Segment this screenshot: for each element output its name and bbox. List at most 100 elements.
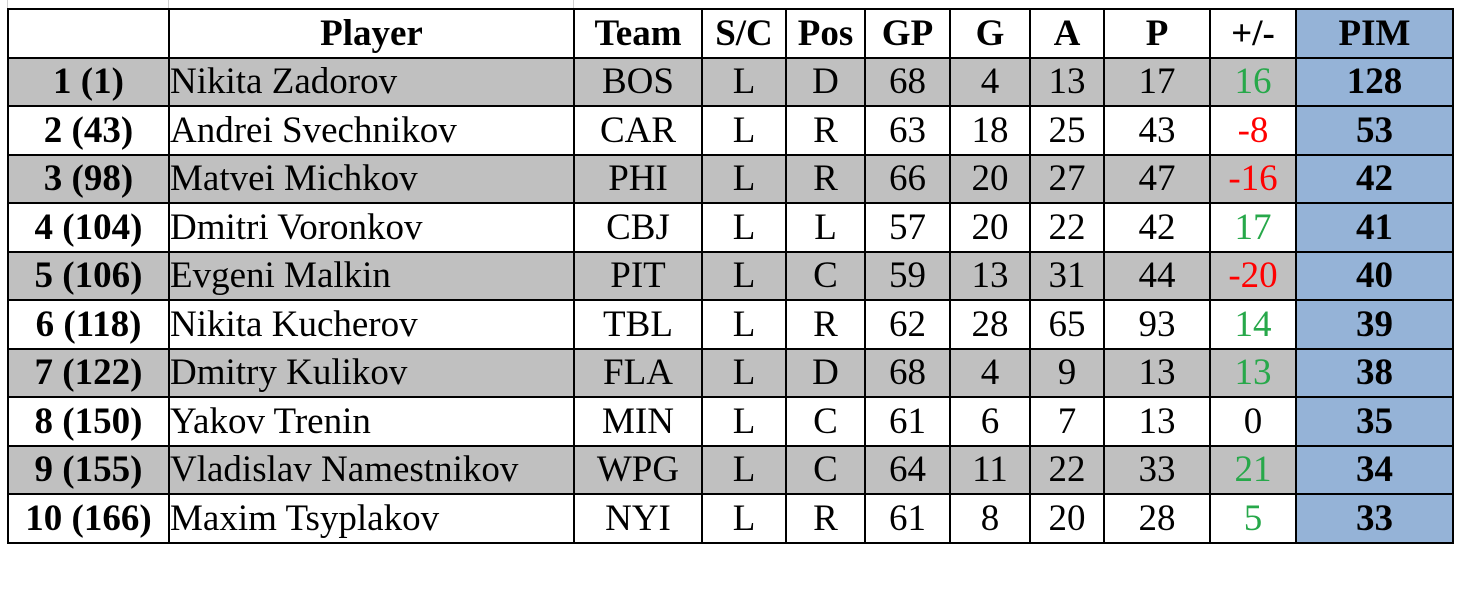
shoots-cell[interactable]: L xyxy=(701,493,787,544)
assists-cell[interactable]: 22 xyxy=(1029,444,1105,495)
goals-cell[interactable]: 20 xyxy=(949,153,1031,204)
header-position[interactable]: Pos xyxy=(785,8,866,59)
shoots-cell[interactable]: L xyxy=(701,347,787,398)
position-cell[interactable]: R xyxy=(785,153,866,204)
plus-minus-cell[interactable]: -8 xyxy=(1209,105,1297,156)
assists-cell[interactable]: 27 xyxy=(1029,153,1105,204)
shoots-cell[interactable]: L xyxy=(701,299,787,350)
goals-cell[interactable]: 18 xyxy=(949,105,1031,156)
plus-minus-cell[interactable]: 21 xyxy=(1209,444,1297,495)
points-cell[interactable]: 13 xyxy=(1103,396,1211,447)
shoots-cell[interactable]: L xyxy=(701,444,787,495)
penalty-minutes-cell[interactable]: 38 xyxy=(1295,347,1454,398)
player-name-cell[interactable]: Vladislav Namestnikov xyxy=(168,444,575,495)
rank-cell[interactable]: 2 (43) xyxy=(7,105,170,156)
shoots-cell[interactable]: L xyxy=(701,153,787,204)
goals-cell[interactable]: 4 xyxy=(949,56,1031,107)
games-played-cell[interactable]: 68 xyxy=(864,347,951,398)
position-cell[interactable]: C xyxy=(785,250,866,301)
assists-cell[interactable]: 25 xyxy=(1029,105,1105,156)
goals-cell[interactable]: 13 xyxy=(949,250,1031,301)
header-rank[interactable] xyxy=(7,8,170,59)
player-name-cell[interactable]: Evgeni Malkin xyxy=(168,250,575,301)
penalty-minutes-cell[interactable]: 42 xyxy=(1295,153,1454,204)
shoots-cell[interactable]: L xyxy=(701,396,787,447)
games-played-cell[interactable]: 68 xyxy=(864,56,951,107)
position-cell[interactable]: D xyxy=(785,56,866,107)
penalty-minutes-cell[interactable]: 34 xyxy=(1295,444,1454,495)
points-cell[interactable]: 47 xyxy=(1103,153,1211,204)
header-team[interactable]: Team xyxy=(573,8,703,59)
games-played-cell[interactable]: 62 xyxy=(864,299,951,350)
header-games-played[interactable]: GP xyxy=(864,8,951,59)
games-played-cell[interactable]: 61 xyxy=(864,493,951,544)
position-cell[interactable]: R xyxy=(785,105,866,156)
points-cell[interactable]: 33 xyxy=(1103,444,1211,495)
rank-cell[interactable]: 9 (155) xyxy=(7,444,170,495)
rank-cell[interactable]: 4 (104) xyxy=(7,202,170,253)
penalty-minutes-cell[interactable]: 39 xyxy=(1295,299,1454,350)
shoots-cell[interactable]: L xyxy=(701,250,787,301)
player-name-cell[interactable]: Maxim Tsyplakov xyxy=(168,493,575,544)
rank-cell[interactable]: 3 (98) xyxy=(7,153,170,204)
header-goals[interactable]: G xyxy=(949,8,1031,59)
assists-cell[interactable]: 20 xyxy=(1029,493,1105,544)
rank-cell[interactable]: 8 (150) xyxy=(7,396,170,447)
plus-minus-cell[interactable]: 16 xyxy=(1209,56,1297,107)
plus-minus-cell[interactable]: 5 xyxy=(1209,493,1297,544)
games-played-cell[interactable]: 57 xyxy=(864,202,951,253)
assists-cell[interactable]: 31 xyxy=(1029,250,1105,301)
plus-minus-cell[interactable]: -20 xyxy=(1209,250,1297,301)
team-cell[interactable]: NYI xyxy=(573,493,703,544)
goals-cell[interactable]: 28 xyxy=(949,299,1031,350)
rank-cell[interactable]: 10 (166) xyxy=(7,493,170,544)
position-cell[interactable]: L xyxy=(785,202,866,253)
header-player[interactable]: Player xyxy=(168,8,575,59)
player-name-cell[interactable]: Nikita Zadorov xyxy=(168,56,575,107)
team-cell[interactable]: BOS xyxy=(573,56,703,107)
rank-cell[interactable]: 5 (106) xyxy=(7,250,170,301)
player-name-cell[interactable]: Dmitri Voronkov xyxy=(168,202,575,253)
position-cell[interactable]: R xyxy=(785,299,866,350)
team-cell[interactable]: TBL xyxy=(573,299,703,350)
assists-cell[interactable]: 13 xyxy=(1029,56,1105,107)
plus-minus-cell[interactable]: 14 xyxy=(1209,299,1297,350)
shoots-cell[interactable]: L xyxy=(701,202,787,253)
penalty-minutes-cell[interactable]: 40 xyxy=(1295,250,1454,301)
player-name-cell[interactable]: Nikita Kucherov xyxy=(168,299,575,350)
rank-cell[interactable]: 6 (118) xyxy=(7,299,170,350)
plus-minus-cell[interactable]: 0 xyxy=(1209,396,1297,447)
position-cell[interactable]: R xyxy=(785,493,866,544)
team-cell[interactable]: WPG xyxy=(573,444,703,495)
goals-cell[interactable]: 20 xyxy=(949,202,1031,253)
goals-cell[interactable]: 4 xyxy=(949,347,1031,398)
goals-cell[interactable]: 8 xyxy=(949,493,1031,544)
points-cell[interactable]: 28 xyxy=(1103,493,1211,544)
team-cell[interactable]: CBJ xyxy=(573,202,703,253)
header-plus-minus[interactable]: +/- xyxy=(1209,8,1297,59)
position-cell[interactable]: C xyxy=(785,396,866,447)
team-cell[interactable]: PIT xyxy=(573,250,703,301)
player-name-cell[interactable]: Matvei Michkov xyxy=(168,153,575,204)
team-cell[interactable]: PHI xyxy=(573,153,703,204)
penalty-minutes-cell[interactable]: 33 xyxy=(1295,493,1454,544)
penalty-minutes-cell[interactable]: 35 xyxy=(1295,396,1454,447)
team-cell[interactable]: CAR xyxy=(573,105,703,156)
games-played-cell[interactable]: 63 xyxy=(864,105,951,156)
team-cell[interactable]: MIN xyxy=(573,396,703,447)
penalty-minutes-cell[interactable]: 128 xyxy=(1295,56,1454,107)
player-name-cell[interactable]: Andrei Svechnikov xyxy=(168,105,575,156)
penalty-minutes-cell[interactable]: 41 xyxy=(1295,202,1454,253)
player-name-cell[interactable]: Dmitry Kulikov xyxy=(168,347,575,398)
plus-minus-cell[interactable]: 13 xyxy=(1209,347,1297,398)
position-cell[interactable]: D xyxy=(785,347,866,398)
assists-cell[interactable]: 22 xyxy=(1029,202,1105,253)
penalty-minutes-cell[interactable]: 53 xyxy=(1295,105,1454,156)
rank-cell[interactable]: 1 (1) xyxy=(7,56,170,107)
points-cell[interactable]: 13 xyxy=(1103,347,1211,398)
points-cell[interactable]: 17 xyxy=(1103,56,1211,107)
position-cell[interactable]: C xyxy=(785,444,866,495)
header-shoots[interactable]: S/C xyxy=(701,8,787,59)
points-cell[interactable]: 43 xyxy=(1103,105,1211,156)
plus-minus-cell[interactable]: -16 xyxy=(1209,153,1297,204)
